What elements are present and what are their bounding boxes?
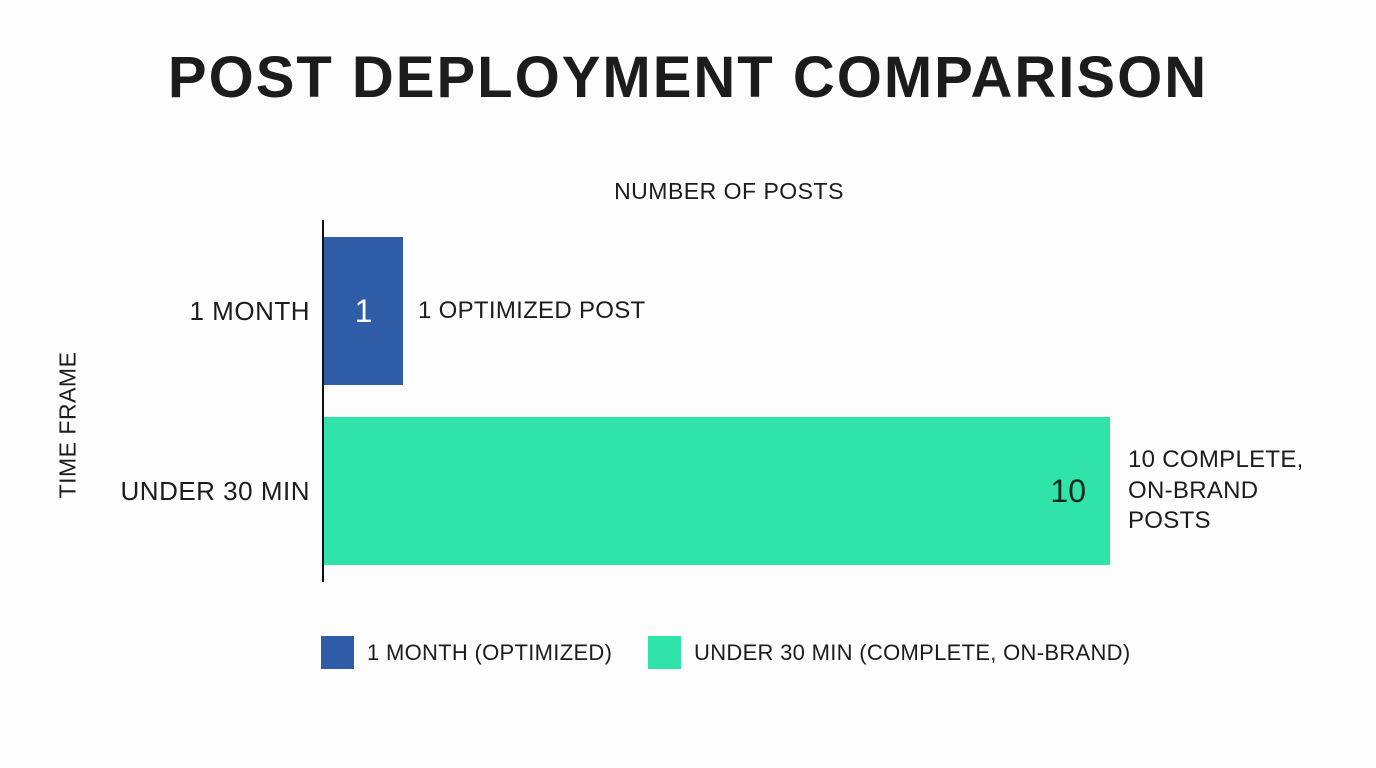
legend-label-1-month: 1 MONTH (OPTIMIZED) — [367, 639, 613, 665]
bar-1-month: 1 — [324, 237, 403, 385]
legend-item-under-30-min: UNDER 30 MIN (COMPLETE, ON-BRAND) — [648, 636, 1131, 669]
y-axis-line — [322, 220, 324, 582]
legend-swatch-green — [648, 636, 681, 669]
chart-title: POST DEPLOYMENT COMPARISON — [167, 45, 1209, 110]
annotation-1-month: 1 OPTIMIZED POST — [418, 296, 646, 324]
legend-swatch-blue — [321, 636, 354, 669]
legend: 1 MONTH (OPTIMIZED) UNDER 30 MIN (COMPLE… — [0, 636, 1376, 669]
bar-value-label-1-month: 1 — [354, 293, 373, 329]
legend-item-1-month: 1 MONTH (OPTIMIZED) — [321, 636, 612, 669]
annotation-under-30-min: 10 COMPLETE, ON-BRAND POSTS — [1128, 445, 1304, 535]
legend-label-under-30-min: UNDER 30 MIN (COMPLETE, ON-BRAND) — [694, 639, 1131, 665]
category-label-under-30-min: UNDER 30 MIN — [120, 475, 310, 506]
bar-value-label-under-30-min: 10 — [1050, 473, 1086, 509]
category-label-1-month: 1 MONTH — [189, 295, 310, 326]
bar-under-30-min: 10 — [324, 417, 1110, 565]
x-axis-label: NUMBER OF POSTS — [614, 178, 844, 204]
